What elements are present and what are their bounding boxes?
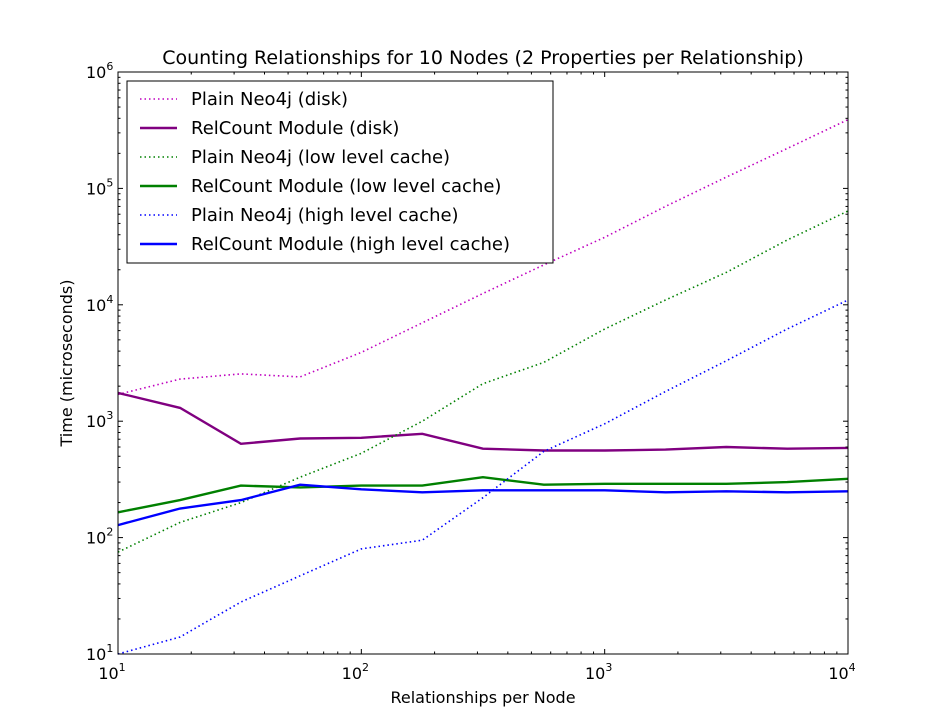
legend-label: Plain Neo4j (low level cache)	[191, 147, 450, 168]
y-tick-label: 102	[86, 526, 113, 548]
legend-label: RelCount Module (high level cache)	[191, 234, 510, 255]
x-tick-label: 104	[828, 661, 855, 683]
legend-label: Plain Neo4j (disk)	[191, 89, 348, 110]
x-tick-label: 103	[585, 661, 612, 683]
y-tick-label: 103	[86, 409, 113, 431]
x-tick-label: 102	[342, 661, 369, 683]
series-line-4	[117, 299, 849, 655]
legend-box	[126, 80, 554, 264]
y-tick-label: 105	[86, 176, 113, 198]
series-line-1	[117, 391, 849, 452]
chart-title: Counting Relationships for 10 Nodes (2 P…	[162, 47, 804, 69]
plot-frame	[117, 71, 849, 655]
legend-label: RelCount Module (low level cache)	[191, 176, 501, 197]
legend: Plain Neo4j (disk) RelCount Module (disk)…	[126, 80, 554, 264]
x-axis-ticks: 101 102 103 104	[98, 72, 856, 683]
y-tick-label: 106	[86, 60, 113, 82]
y-axis-label: Time (microseconds)	[57, 280, 76, 448]
y-axis-ticks: 101 102 103 104 105 106	[86, 60, 848, 664]
y-tick-label: 104	[86, 293, 113, 315]
x-tick-label: 101	[98, 661, 125, 683]
series-line-2	[117, 210, 849, 553]
legend-label: RelCount Module (disk)	[191, 118, 399, 139]
plot-lines	[117, 118, 849, 655]
y-tick-label: 101	[86, 642, 113, 664]
series-line-5	[117, 483, 849, 527]
x-axis-label: Relationships per Node	[390, 688, 575, 707]
legend-label: Plain Neo4j (high level cache)	[191, 205, 459, 226]
series-line-3	[117, 475, 849, 514]
